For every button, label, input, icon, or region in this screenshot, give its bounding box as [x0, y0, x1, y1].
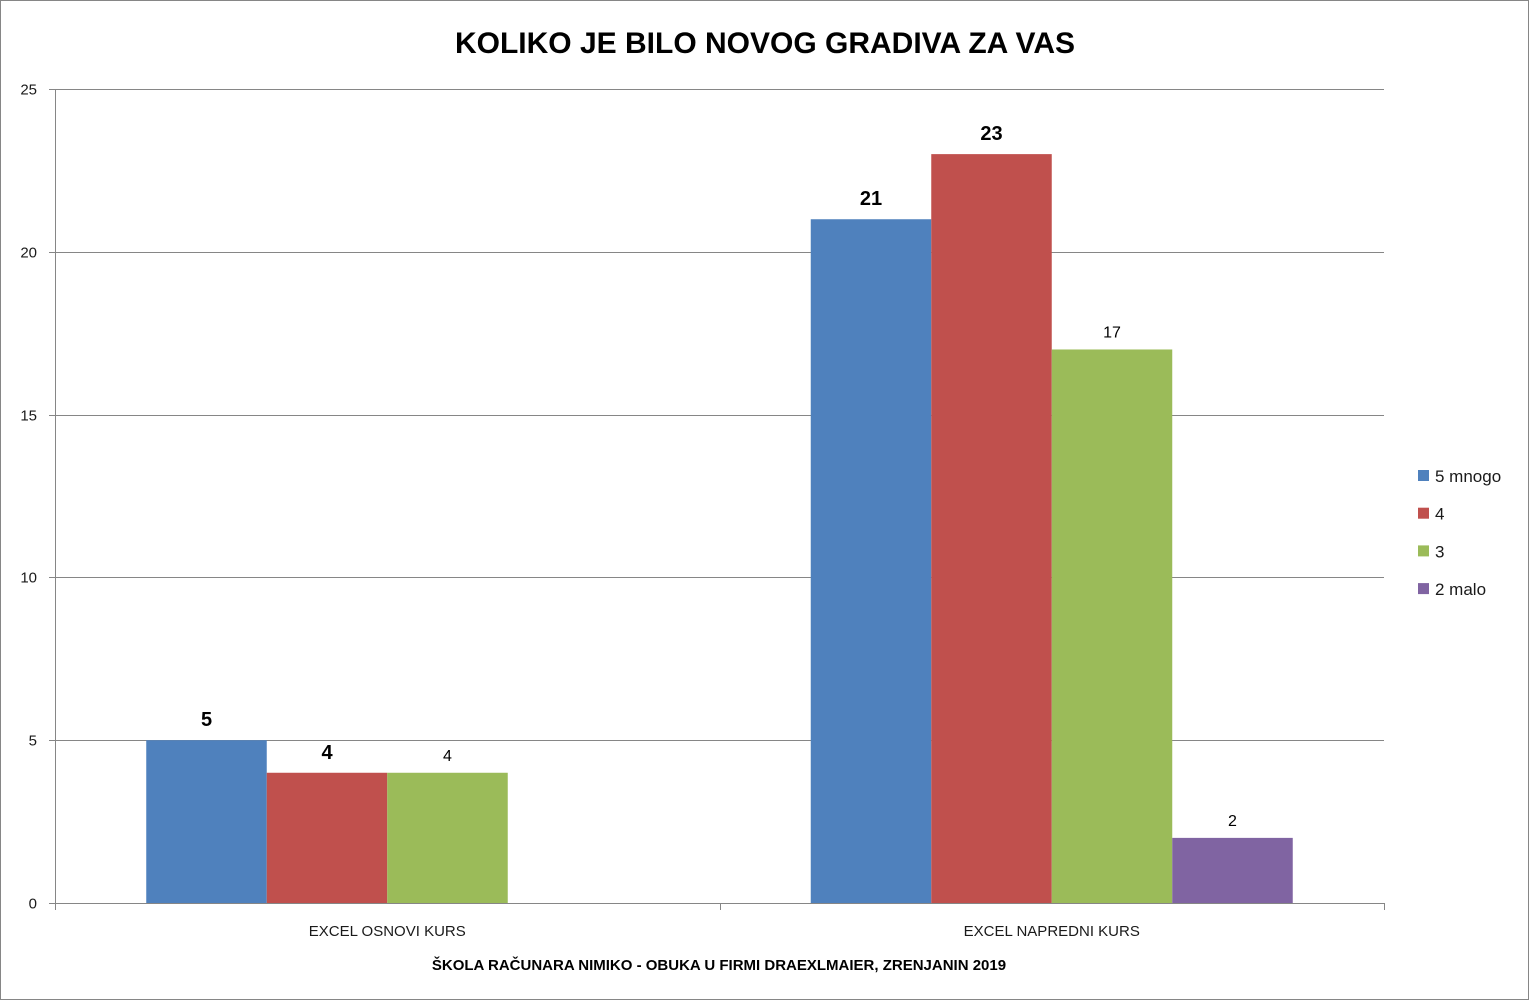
- legend-swatch: [1418, 583, 1429, 595]
- bar: [1051, 349, 1173, 904]
- bar: [387, 772, 508, 903]
- gridlines: [55, 89, 1384, 741]
- bar: [266, 772, 388, 903]
- y-tick-label: 0: [29, 896, 37, 913]
- chart-title: KOLIKO JE BILO NOVOG GRADIVA ZA VAS: [455, 27, 1075, 60]
- data-label: 4: [443, 748, 452, 765]
- bar: [810, 219, 932, 904]
- legend-swatch: [1418, 545, 1429, 557]
- y-tick-label: 5: [29, 733, 37, 750]
- category-label: EXCEL NAPREDNI KURS: [964, 923, 1140, 940]
- data-label: 17: [1103, 324, 1121, 341]
- x-axis-title: ŠKOLA RAČUNARA NIMIKO - OBUKA U FIRMI DR…: [432, 956, 1006, 974]
- category-label: EXCEL OSNOVI KURS: [309, 923, 466, 940]
- legend-swatch: [1418, 507, 1429, 519]
- data-label: 21: [860, 188, 882, 210]
- bar: [146, 740, 267, 903]
- data-label: 2: [1228, 813, 1237, 830]
- legend-label: 2 malo: [1435, 580, 1486, 599]
- bar: [931, 154, 1052, 903]
- legend-label: 3: [1435, 542, 1444, 561]
- y-tick-label: 20: [20, 245, 37, 262]
- data-label: 4: [321, 742, 333, 764]
- y-tick-label: 15: [20, 408, 37, 425]
- data-label: 5: [201, 709, 212, 731]
- y-tick-label: 10: [20, 570, 37, 587]
- legend: 5 mnogo 4 3 2 malo: [1418, 467, 1501, 599]
- legend-label: 5 mnogo: [1435, 467, 1501, 486]
- data-labels: 5 4 4 21 23 17 2: [201, 123, 1237, 830]
- y-tick-label: 25: [20, 82, 37, 99]
- legend-swatch: [1418, 470, 1429, 481]
- legend-label: 4: [1435, 505, 1444, 524]
- data-label: 23: [980, 123, 1002, 145]
- bar: [1172, 837, 1293, 903]
- bars: [146, 154, 1293, 904]
